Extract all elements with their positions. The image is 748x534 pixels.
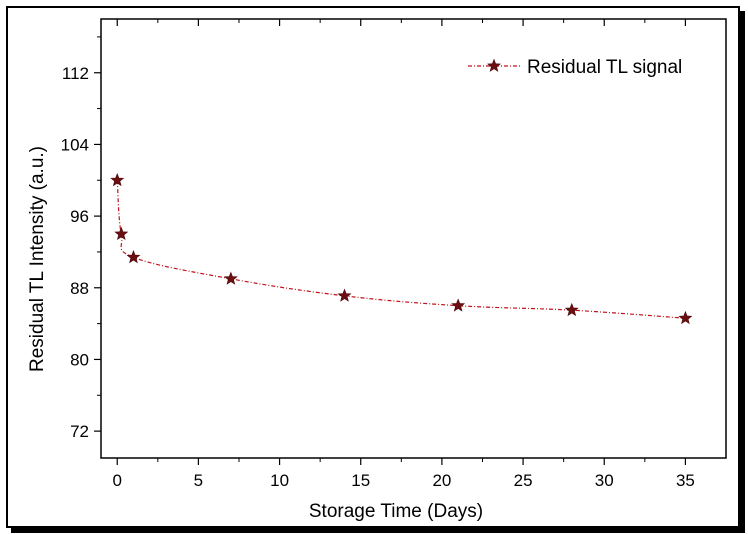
x-axis-title: Storage Time (Days) (309, 501, 483, 522)
x-tick-label: 10 (270, 471, 289, 490)
data-point-star (337, 288, 352, 302)
y-axis: 72 80 88 96 104 112 (61, 36, 101, 441)
legend: Residual TL signal (468, 57, 682, 78)
data-point-star (110, 172, 125, 187)
y-tick-label: 112 (62, 64, 89, 83)
data-point-star (564, 302, 579, 317)
x-tick-label: 5 (194, 471, 203, 490)
y-tick-label: 88 (70, 279, 89, 298)
x-tick-label: 15 (351, 471, 370, 490)
figure-frame (6, 6, 740, 528)
x-axis: 0 5 10 15 20 25 30 35 (112, 19, 695, 490)
series-markers (110, 172, 693, 325)
series-line (116, 180, 686, 319)
x-tick-label: 25 (514, 471, 533, 490)
data-point-star (126, 249, 141, 264)
y-tick-label: 72 (70, 422, 89, 441)
data-point-star (451, 298, 466, 312)
legend-label: Residual TL signal (527, 57, 682, 78)
x-tick-label: 0 (112, 471, 121, 490)
y-tick-label: 80 (70, 350, 89, 369)
legend-star-icon (487, 58, 501, 72)
data-point-star (678, 310, 693, 325)
x-tick-label: 30 (595, 471, 614, 490)
x-tick-label: 20 (432, 471, 451, 490)
y-tick-label: 96 (70, 207, 89, 226)
data-point-star (223, 271, 238, 285)
x-tick-label: 35 (676, 471, 695, 490)
y-tick-label: 104 (61, 135, 89, 154)
data-point-star (114, 226, 129, 240)
y-axis-title: Residual TL Intensity (a.u.) (27, 146, 48, 372)
plot-area (100, 18, 727, 459)
